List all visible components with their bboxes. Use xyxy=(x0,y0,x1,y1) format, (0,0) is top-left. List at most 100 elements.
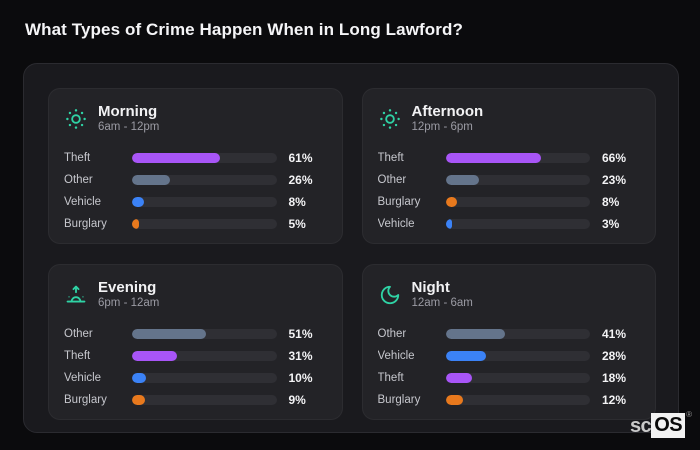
bar-track xyxy=(445,395,590,406)
bar-row-theft: Theft 61% xyxy=(64,151,327,165)
bar-label: Other xyxy=(64,328,93,341)
moon-icon xyxy=(378,283,402,307)
bar-fill xyxy=(132,197,144,208)
bar-label: Vehicle xyxy=(377,350,415,363)
bar-track xyxy=(132,175,277,186)
card-header: Morning 6am - 12pm xyxy=(64,103,327,135)
bar-track xyxy=(132,197,277,208)
bar-value: 3% xyxy=(602,217,620,232)
bar-label: Burglary xyxy=(377,394,421,407)
bar-chart: Other 51% Theft 31% Vehicle 10% Burglary… xyxy=(64,327,327,407)
card-header-text: Evening 6pm - 12am xyxy=(98,279,159,311)
bar-fill xyxy=(132,395,145,406)
card-title: Evening xyxy=(98,279,157,297)
card-header-text: Night 12am - 6am xyxy=(412,279,473,311)
card-header-text: Morning 6am - 12pm xyxy=(98,103,159,135)
bar-value: 41% xyxy=(602,327,627,342)
bar-row-theft: Theft 18% xyxy=(378,371,641,385)
bar-value: 9% xyxy=(288,393,306,408)
card-header-text: Afternoon 12pm - 6pm xyxy=(412,103,484,135)
card-subtitle: 6pm - 12am xyxy=(98,297,160,310)
bar-row-other: Other 41% xyxy=(378,327,641,341)
bar-label: Vehicle xyxy=(377,218,415,231)
scos-logo: sc OS ® xyxy=(629,410,692,438)
bar-label: Theft xyxy=(377,372,404,385)
bar-fill xyxy=(132,329,206,340)
registered-trademark-icon: ® xyxy=(686,410,692,419)
bar-value: 18% xyxy=(602,371,627,386)
bar-label: Theft xyxy=(64,152,91,165)
bar-fill xyxy=(445,175,479,186)
bar-fill xyxy=(445,351,486,362)
bar-label: Burglary xyxy=(377,196,421,209)
bar-track xyxy=(132,219,277,230)
bar-chart: Other 41% Vehicle 28% Theft 18% Burglary… xyxy=(378,327,641,407)
bar-value: 8% xyxy=(288,195,306,210)
bar-chart: Theft 61% Other 26% Vehicle 8% Burglary … xyxy=(64,151,327,231)
card-morning: Morning 6am - 12pm Theft 61% Other 26% V… xyxy=(48,88,343,245)
crime-times-panel: Morning 6am - 12pm Theft 61% Other 26% V… xyxy=(23,63,679,433)
bar-label: Vehicle xyxy=(64,196,102,209)
bar-track xyxy=(132,395,277,406)
bar-track xyxy=(445,351,590,362)
bar-label: Other xyxy=(64,174,93,187)
card-subtitle: 6am - 12pm xyxy=(98,121,160,134)
bar-track xyxy=(445,153,590,164)
card-header: Night 12am - 6am xyxy=(378,279,641,311)
bar-fill xyxy=(445,219,452,230)
bar-value: 12% xyxy=(602,393,627,408)
scos-logo-prefix: sc xyxy=(629,415,652,437)
sun-icon xyxy=(64,107,88,131)
bar-value: 10% xyxy=(288,371,313,386)
bar-value: 5% xyxy=(288,217,306,232)
card-subtitle: 12pm - 6pm xyxy=(411,121,473,134)
bar-value: 31% xyxy=(288,349,313,364)
bar-value: 28% xyxy=(602,349,627,364)
bar-row-other: Other 23% xyxy=(378,173,641,187)
bar-row-burglary: Burglary 9% xyxy=(64,393,327,407)
bar-track xyxy=(445,175,590,186)
bar-fill xyxy=(445,329,505,340)
bar-label: Other xyxy=(377,328,407,341)
bar-value: 51% xyxy=(288,327,313,342)
page-title: What Types of Crime Happen When in Long … xyxy=(25,20,463,39)
card-subtitle: 12am - 6am xyxy=(411,297,473,310)
card-title: Afternoon xyxy=(411,103,484,120)
bar-row-burglary: Burglary 8% xyxy=(378,195,641,209)
bar-label: Theft xyxy=(377,152,404,165)
bar-value: 26% xyxy=(288,173,313,188)
bar-row-other: Other 51% xyxy=(64,327,327,341)
scos-logo-box: OS xyxy=(651,413,686,438)
bar-chart: Theft 66% Other 23% Burglary 8% Vehicle … xyxy=(378,151,641,231)
bar-label: Theft xyxy=(64,350,91,363)
bar-fill xyxy=(445,153,541,164)
bar-row-other: Other 26% xyxy=(64,173,327,187)
bar-row-vehicle: Vehicle 3% xyxy=(378,217,641,231)
bar-row-vehicle: Vehicle 10% xyxy=(64,371,327,385)
bar-track xyxy=(445,219,590,230)
bar-fill xyxy=(445,395,463,406)
bar-track xyxy=(445,373,590,384)
bar-fill xyxy=(132,153,221,164)
sunrise-icon xyxy=(64,283,88,307)
bar-label: Other xyxy=(377,174,407,187)
sun-icon xyxy=(378,107,402,131)
bar-label: Burglary xyxy=(64,394,107,407)
bar-value: 66% xyxy=(602,151,627,166)
bar-track xyxy=(132,329,277,340)
bar-fill xyxy=(445,373,472,384)
card-header: Afternoon 12pm - 6pm xyxy=(378,103,641,135)
bar-value: 61% xyxy=(288,151,313,166)
card-evening: Evening 6pm - 12am Other 51% Theft 31% V… xyxy=(48,264,343,421)
bar-track xyxy=(445,329,590,340)
bar-track xyxy=(132,351,277,362)
bar-row-theft: Theft 31% xyxy=(64,349,327,363)
card-title: Morning xyxy=(98,103,158,120)
bar-row-vehicle: Vehicle 8% xyxy=(64,195,327,209)
bar-value: 8% xyxy=(602,195,620,210)
bar-row-vehicle: Vehicle 28% xyxy=(378,349,641,363)
bar-label: Burglary xyxy=(64,218,107,231)
card-afternoon: Afternoon 12pm - 6pm Theft 66% Other 23%… xyxy=(361,88,656,245)
bar-fill xyxy=(132,351,177,362)
bar-track xyxy=(132,373,277,384)
